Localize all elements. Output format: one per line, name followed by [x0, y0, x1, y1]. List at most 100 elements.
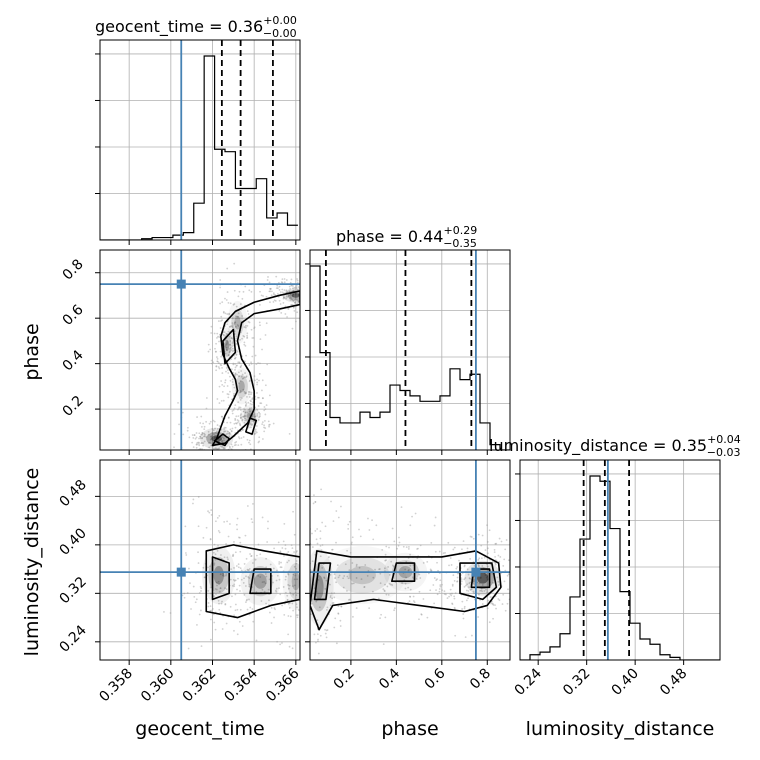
sample-point	[434, 516, 437, 519]
sample-point	[221, 319, 224, 321]
sample-point	[439, 584, 442, 586]
sample-point	[302, 288, 304, 290]
sample-point	[404, 568, 407, 571]
sample-point	[187, 647, 190, 650]
sample-point	[434, 550, 437, 553]
sample-point	[222, 573, 225, 576]
sample-point	[259, 402, 262, 405]
sample-point	[351, 582, 354, 585]
sample-point	[251, 397, 254, 400]
sample-point	[303, 581, 305, 583]
sample-point	[239, 416, 242, 419]
sample-point	[234, 368, 236, 371]
sample-point	[229, 605, 232, 608]
sample-point	[237, 577, 239, 580]
sample-point	[305, 572, 307, 574]
sample-point	[210, 438, 212, 441]
sample-point	[487, 552, 489, 555]
sample-point	[312, 502, 315, 505]
sample-point	[467, 590, 470, 592]
sample-point	[200, 426, 203, 428]
sample-point	[301, 284, 303, 286]
sample-point	[498, 537, 501, 540]
sample-point	[318, 666, 320, 668]
sample-point	[236, 421, 239, 424]
sample-point	[409, 564, 412, 567]
sample-point	[246, 505, 249, 507]
contour-level-1	[213, 433, 230, 447]
sample-point	[214, 558, 217, 561]
sample-point	[265, 404, 268, 407]
sample-point	[335, 510, 338, 512]
sample-point	[301, 303, 303, 305]
sample-point	[288, 285, 291, 288]
sample-point	[347, 598, 350, 601]
sample-point	[351, 536, 354, 539]
sample-point	[338, 574, 341, 577]
sample-point	[251, 608, 254, 610]
sample-point	[463, 605, 466, 608]
sample-point	[214, 628, 217, 631]
sample-point	[461, 548, 463, 551]
sample-point	[297, 609, 300, 611]
sample-point	[210, 609, 213, 612]
sample-point	[216, 428, 219, 430]
sample-point	[253, 432, 256, 435]
sample-point	[230, 429, 233, 432]
sample-point	[449, 588, 452, 591]
sample-point	[231, 337, 234, 340]
sample-point	[284, 305, 287, 308]
sample-point	[234, 321, 237, 324]
sample-point	[468, 582, 471, 585]
sample-point	[310, 613, 312, 616]
sample-point	[333, 596, 336, 599]
sample-point	[340, 605, 343, 608]
sample-point	[246, 334, 248, 337]
x-tick-label-geocent_time: 0.364	[221, 665, 261, 705]
sample-point	[290, 278, 293, 281]
sample-point	[470, 588, 473, 591]
sample-point	[216, 424, 219, 426]
sample-point	[292, 609, 295, 612]
sample-point	[366, 574, 369, 577]
sample-point	[497, 598, 500, 600]
sample-point	[223, 575, 225, 577]
sample-point	[210, 435, 213, 438]
sample-point	[251, 415, 254, 417]
sample-point	[231, 381, 234, 383]
sample-point	[257, 362, 259, 364]
sample-point	[248, 407, 251, 410]
sample-point	[412, 595, 415, 598]
sample-point	[246, 337, 249, 340]
density-blob	[291, 572, 300, 591]
sample-point	[396, 547, 399, 550]
sample-point	[205, 407, 208, 410]
sample-point	[504, 569, 507, 572]
sample-point	[287, 573, 290, 576]
sample-point	[303, 299, 305, 301]
sample-point	[416, 557, 419, 560]
sample-point	[224, 379, 227, 382]
sample-point	[208, 455, 210, 457]
sample-point	[163, 611, 165, 613]
sample-point	[307, 287, 309, 289]
sample-point	[278, 299, 281, 302]
sample-point	[259, 338, 262, 341]
sample-point	[418, 573, 421, 576]
sample-point	[302, 623, 304, 625]
sample-point	[286, 599, 289, 601]
sample-point	[226, 313, 229, 315]
sample-point	[275, 579, 278, 582]
sample-point	[280, 566, 283, 569]
sample-point	[201, 433, 204, 436]
sample-point	[248, 577, 251, 579]
y-tick-label-phase: 0.6	[60, 302, 87, 329]
sample-point	[207, 442, 210, 444]
sample-point	[224, 352, 227, 355]
density-blob	[213, 566, 224, 585]
sample-point	[265, 602, 267, 605]
sample-point	[304, 632, 306, 634]
sample-point	[223, 427, 226, 430]
sample-point	[209, 457, 211, 459]
sample-point	[364, 564, 367, 566]
